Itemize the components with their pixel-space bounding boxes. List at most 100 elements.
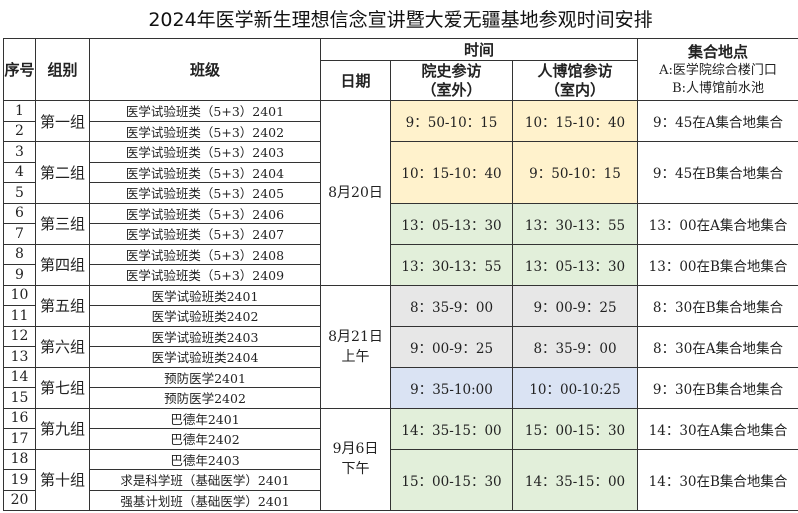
class-name: 医学试验班类2401 xyxy=(89,284,321,306)
meeting-instruction: 9：45在A集合地集合 xyxy=(637,100,798,142)
history-visit-time: 14：35-15：00 xyxy=(390,407,513,450)
header-history-visit: 院史参访 （室外） xyxy=(390,60,513,101)
row-number: 7 xyxy=(3,223,36,245)
row-number: 8 xyxy=(3,243,36,265)
group-name: 第三组 xyxy=(35,202,90,245)
museum-visit-time: 15：00-15：30 xyxy=(511,407,639,450)
header-museum-visit: 人博馆参访 （室内） xyxy=(511,60,639,101)
row-number: 1 xyxy=(3,100,36,122)
row-number: 11 xyxy=(3,305,36,327)
table-row: 7 医学试验班类（5+3）2407 xyxy=(3,223,798,245)
row-number: 5 xyxy=(3,182,36,204)
group-name: 第十组 xyxy=(35,448,90,511)
row-number: 16 xyxy=(3,407,36,429)
history-visit-label: 院史参访 xyxy=(421,61,482,80)
meeting-instruction: 8：30在A集合地集合 xyxy=(637,325,798,368)
visit-date: 9月6日下午 xyxy=(320,407,391,511)
meeting-instruction: 13：00在B集合地集合 xyxy=(637,243,798,286)
class-name: 巴德年2401 xyxy=(89,407,321,429)
class-name: 强基计划班（基础医学）2401 xyxy=(89,489,321,511)
row-number: 17 xyxy=(3,428,36,450)
class-name: 巴德年2403 xyxy=(89,448,321,470)
class-name: 预防医学2402 xyxy=(89,387,321,409)
class-name: 医学试验班类（5+3）2404 xyxy=(89,161,321,183)
meeting-instruction: 14：30在A集合地集合 xyxy=(637,407,798,450)
table-row: 9 医学试验班类（5+3）2409 xyxy=(3,264,798,286)
group-name: 第五组 xyxy=(35,284,90,327)
history-visit-time: 9：50-10：15 xyxy=(390,100,513,142)
museum-visit-time: 10：15-10：40 xyxy=(511,100,639,142)
meeting-instruction: 13：00在A集合地集合 xyxy=(637,202,798,245)
class-name: 医学试验班类（5+3）2401 xyxy=(89,100,321,122)
museum-visit-time: 13：05-13：30 xyxy=(511,243,639,286)
header-date: 日期 xyxy=(320,60,391,101)
row-number: 3 xyxy=(3,141,36,163)
group-name: 第六组 xyxy=(35,325,90,368)
date-period: 上午 xyxy=(341,348,370,365)
sheet-title: 2024年医学新生理想信念宣讲暨大爱无疆基地参观时间安排 xyxy=(148,9,653,31)
row-number: 18 xyxy=(3,448,36,470)
table-row: 12 第六组 医学试验班类2403 9：00-9：25 8：35-9：00 8：30在A集… xyxy=(3,325,798,368)
table-row: 18 第十组 巴德年2403 15：00-15：30 14：35-15：00 14：30在… xyxy=(3,448,798,511)
header-time: 时间 xyxy=(319,38,639,61)
row-number: 9 xyxy=(3,264,36,286)
row-number: 10 xyxy=(3,284,36,306)
group-name: 第二组 xyxy=(35,141,90,204)
meeting-instruction: 9：30在B集合地集合 xyxy=(637,366,798,409)
table-row: 13 医学试验班类2404 xyxy=(3,346,798,368)
group-name: 第一组 xyxy=(35,100,90,142)
table-row: 20 强基计划班（基础医学）2401 xyxy=(3,489,798,511)
row-number: 13 xyxy=(3,346,36,368)
date-label: 8月20日 xyxy=(328,184,383,201)
class-name: 医学试验班类（5+3）2406 xyxy=(89,202,321,224)
history-visit-time: 13：05-13：30 xyxy=(390,202,513,245)
row-number: 20 xyxy=(3,489,36,511)
schedule-table: 序号 组别 班级 时间 集合地点 A:医学院综合楼门口 B:人博馆前水池 日期 … xyxy=(3,38,798,511)
class-name: 医学试验班类2404 xyxy=(89,346,321,368)
row-number: 6 xyxy=(3,202,36,224)
meeting-instruction: 9：45在B集合地集合 xyxy=(637,141,798,204)
table-row: 14 第七组 预防医学2401 9：35-10:00 10：00-10:25 9：30在B… xyxy=(3,366,798,409)
date-period: 下午 xyxy=(341,461,370,478)
row-number: 14 xyxy=(3,366,36,388)
row-number: 12 xyxy=(3,325,36,347)
history-visit-time: 9：35-10:00 xyxy=(390,366,513,409)
class-name: 医学试验班类（5+3）2402 xyxy=(89,120,321,142)
table-row: 11 医学试验班类2402 xyxy=(3,305,798,327)
meeting-instruction: 14：30在B集合地集合 xyxy=(637,448,798,511)
class-name: 医学试验班类2403 xyxy=(89,325,321,347)
history-visit-time: 13：30-13：55 xyxy=(390,243,513,286)
group-name: 第七组 xyxy=(35,366,90,409)
museum-visit-label: 人博馆参访 xyxy=(537,61,613,80)
class-name: 医学试验班类（5+3）2405 xyxy=(89,182,321,204)
table-row: 10 第五组 医学试验班类2401 8月21日上午 8：35-9：00 9：00-9：25… xyxy=(3,284,798,409)
table-row: 4 医学试验班类（5+3）2404 xyxy=(3,161,798,183)
date-label: 9月6日 xyxy=(332,441,379,458)
table-row: 3 第二组 医学试验班类（5+3）2403 10：15-10：40 9：50-10：15… xyxy=(3,141,798,204)
table-row: 16 第九组 巴德年2401 9月6日 下午 14：35-15：00 15：00-15：30… xyxy=(3,407,798,511)
museum-visit-time: 9：00-9：25 xyxy=(511,284,639,327)
museum-visit-time: 8：35-9：00 xyxy=(511,325,639,368)
row-number: 4 xyxy=(3,161,36,183)
date-label: 8月21日 xyxy=(328,328,383,345)
meeting-place-title: 集合地点 xyxy=(688,43,749,61)
header-meeting-place: 集合地点 A:医学院综合楼门口 B:人博馆前水池 xyxy=(637,38,798,101)
visit-date: 8月20日 xyxy=(320,100,391,286)
header-no: 序号 xyxy=(3,38,36,101)
class-name: 巴德年2402 xyxy=(89,428,321,450)
meeting-instruction: 8：30在B集合地集合 xyxy=(637,284,798,327)
table-row: 6 第三组 医学试验班类（5+3）2406 13：05-13：30 13：30-13：5… xyxy=(3,202,798,245)
museum-visit-time: 10：00-10:25 xyxy=(511,366,639,409)
class-name: 求是科学班（基础医学）2401 xyxy=(89,469,321,491)
class-name: 医学试验班类（5+3）2408 xyxy=(89,243,321,265)
museum-visit-time: 13：30-13：55 xyxy=(511,202,639,245)
row-number: 2 xyxy=(3,120,36,142)
table-row: 17 巴德年2402 xyxy=(3,428,798,450)
group-name: 第九组 xyxy=(35,407,90,450)
schedule-body: 1 第一组 医学试验班类（5+3）2401 8月20日 9：50-10：15 10：15-… xyxy=(3,100,798,511)
class-name: 医学试验班类（5+3）2409 xyxy=(89,264,321,286)
museum-visit-time: 14：35-15：00 xyxy=(511,448,639,511)
header-class: 班级 xyxy=(89,38,321,101)
table-row: 1 第一组 医学试验班类（5+3）2401 8月20日 9：50-10：15 10：15-… xyxy=(3,100,798,286)
table-row: 8 第四组 医学试验班类（5+3）2408 13：30-13：55 13：05-13：3… xyxy=(3,243,798,286)
